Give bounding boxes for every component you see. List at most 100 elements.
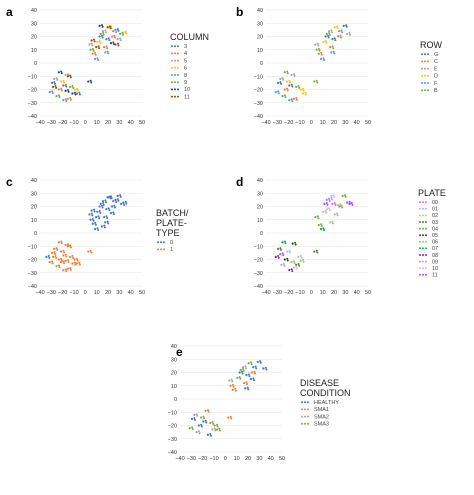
y-tick-label: 10 xyxy=(171,384,177,390)
legend-label: 11 xyxy=(184,94,190,100)
data-point-b-c xyxy=(283,87,289,92)
data-point-d-07 xyxy=(319,227,326,232)
legend-marker xyxy=(171,45,179,48)
data-point-b-e xyxy=(327,29,333,34)
data-point-b-g xyxy=(331,37,337,42)
legend-marker xyxy=(301,408,309,411)
panel-letter: e xyxy=(176,345,183,359)
data-point-a-5 xyxy=(53,77,59,81)
data-point-e-healthy xyxy=(206,432,212,437)
x-tick-label: 30 xyxy=(116,120,122,126)
data-point-a-4 xyxy=(91,51,97,56)
y-tick-label: 20 xyxy=(257,35,263,41)
data-point-e-sma1 xyxy=(209,421,215,425)
legend-label: 03 xyxy=(432,220,438,226)
legend-label: B xyxy=(434,88,438,94)
data-point-c-0 xyxy=(122,200,128,205)
data-point-c-1 xyxy=(55,264,61,269)
data-point-c-0 xyxy=(106,195,112,200)
data-point-c-1 xyxy=(69,255,75,259)
legend-marker xyxy=(419,254,427,256)
data-point-d-04 xyxy=(317,223,323,228)
data-point-a-6 xyxy=(59,79,66,84)
y-tick-label: 30 xyxy=(257,191,263,197)
data-point-a-8 xyxy=(48,90,54,95)
data-point-c-1 xyxy=(53,247,59,251)
legend-marker xyxy=(419,273,427,276)
legend-marker xyxy=(421,89,429,92)
data-point-c-1 xyxy=(66,266,72,271)
x-tick-label: 20 xyxy=(331,290,337,296)
data-point-d-00 xyxy=(331,202,337,206)
x-tick-label: −40 xyxy=(35,120,44,126)
data-point-c-0 xyxy=(89,217,95,222)
x-tick-label: 20 xyxy=(105,290,111,296)
x-tick-label: 50 xyxy=(365,120,371,126)
y-tick-label: −30 xyxy=(28,271,37,277)
legend-label: SMA1 xyxy=(314,407,329,413)
data-point-b-c xyxy=(292,96,298,101)
data-point-c-1 xyxy=(57,257,63,262)
x-tick-label: 0 xyxy=(310,290,313,296)
data-point-e-sma2 xyxy=(211,427,217,432)
y-tick-label: 40 xyxy=(31,178,37,184)
y-tick-label: −30 xyxy=(254,271,263,277)
panel-letter: d xyxy=(236,175,243,189)
data-point-b-g xyxy=(324,34,330,39)
data-point-d-02 xyxy=(322,210,328,214)
data-point-d-05 xyxy=(283,257,289,262)
data-point-e-healthy xyxy=(245,373,251,378)
legend-label: HEALTHY xyxy=(314,400,339,406)
y-tick-label: 0 xyxy=(260,231,263,237)
legend-title: BATCH/ xyxy=(156,208,189,218)
legend-label: 10 xyxy=(184,87,190,93)
data-point-b-d xyxy=(299,87,305,92)
data-point-e-healthy xyxy=(238,370,244,375)
data-point-c-1 xyxy=(87,249,93,254)
x-tick-label: 0 xyxy=(310,120,313,126)
data-point-c-1 xyxy=(50,251,56,255)
data-point-b-c xyxy=(317,51,323,56)
legend-label: 08 xyxy=(432,253,438,259)
data-point-c-0 xyxy=(114,198,120,202)
data-point-c-1 xyxy=(66,244,72,249)
data-point-a-11 xyxy=(52,85,58,89)
data-point-d-06 xyxy=(299,259,305,263)
data-point-c-1 xyxy=(62,253,68,258)
y-tick-label: 10 xyxy=(257,218,263,224)
legend-marker xyxy=(171,66,179,69)
legend-label: 4 xyxy=(184,51,187,57)
x-tick-label: −30 xyxy=(273,120,282,126)
legend-marker xyxy=(419,234,427,237)
x-tick-label: 50 xyxy=(139,290,145,296)
legend-title: CONDITION xyxy=(300,388,351,398)
data-point-e-sma3 xyxy=(188,426,194,431)
x-tick-label: −30 xyxy=(47,120,56,126)
data-point-e-healthy xyxy=(262,366,268,371)
data-point-d-06 xyxy=(336,203,343,208)
legend-marker xyxy=(419,207,427,210)
data-point-c-0 xyxy=(93,227,100,232)
data-point-a-9 xyxy=(69,85,75,89)
data-point-c-0 xyxy=(101,199,107,204)
x-tick-label: −20 xyxy=(198,456,207,462)
legend-marker xyxy=(171,74,179,76)
y-tick-label: 30 xyxy=(257,21,263,27)
data-point-e-sma2 xyxy=(193,413,199,417)
x-tick-label: 40 xyxy=(128,120,134,126)
data-point-e-healthy xyxy=(197,423,203,428)
y-tick-label: 20 xyxy=(171,371,177,377)
y-tick-label: −40 xyxy=(254,284,263,290)
data-point-a-4 xyxy=(103,45,109,50)
y-tick-label: 0 xyxy=(174,397,177,403)
x-tick-label: −40 xyxy=(261,120,270,126)
y-tick-label: −20 xyxy=(28,88,37,94)
y-tick-label: −40 xyxy=(168,450,177,456)
legend-label: G xyxy=(434,52,438,58)
legend-label: F xyxy=(434,81,438,87)
x-tick-label: 0 xyxy=(84,120,87,126)
data-point-a-11 xyxy=(114,42,120,47)
y-tick-label: −10 xyxy=(168,410,177,416)
